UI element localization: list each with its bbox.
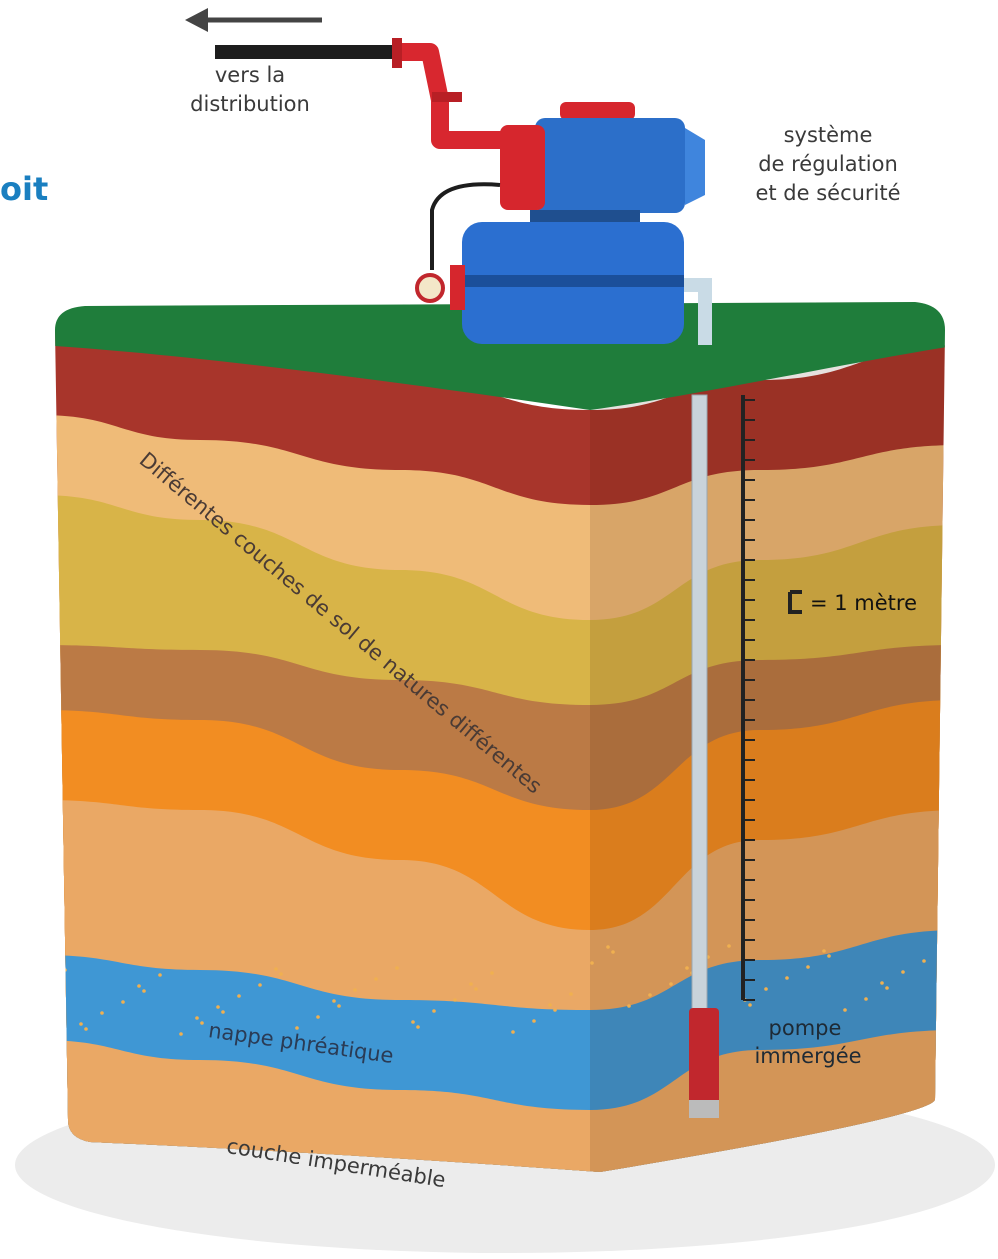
water-speck (221, 1010, 225, 1014)
water-speck (885, 986, 889, 990)
water-speck (200, 1021, 204, 1025)
water-speck (258, 983, 262, 987)
pump-filter (689, 1100, 719, 1118)
water-speck (569, 992, 573, 996)
water-speck (179, 1032, 183, 1036)
water-speck (727, 944, 731, 948)
water-speck (279, 972, 283, 976)
water-speck (195, 1016, 199, 1020)
water-speck (337, 1004, 341, 1008)
water-speck (532, 1019, 536, 1023)
page: oit vers la distribution système de régu… (0, 0, 998, 1259)
water-speck (606, 945, 610, 949)
motor (535, 118, 685, 213)
distribution-label: vers la (215, 63, 285, 87)
flange (392, 38, 402, 68)
water-speck (432, 1009, 436, 1013)
water-speck (158, 973, 162, 977)
regulation-label: et de sécurité (755, 181, 900, 205)
water-speck (553, 1008, 557, 1012)
regulation-label: de régulation (758, 152, 898, 176)
water-speck (137, 984, 141, 988)
flange (432, 92, 462, 102)
distribution-label: distribution (190, 92, 310, 116)
water-speck (237, 994, 241, 998)
water-speck (611, 950, 615, 954)
motor-end (685, 128, 705, 205)
water-speck (490, 971, 494, 975)
pressure-gauge (417, 275, 443, 301)
pump-cap (560, 102, 635, 120)
water-speck (590, 961, 594, 965)
water-speck (785, 976, 789, 980)
water-speck (827, 954, 831, 958)
water-speck (901, 970, 905, 974)
water-speck (548, 1003, 552, 1007)
water-speck (374, 977, 378, 981)
cut-text: oit (0, 170, 48, 208)
water-speck (79, 1022, 83, 1026)
water-speck (685, 966, 689, 970)
water-speck (648, 993, 652, 997)
water-speck (58, 963, 62, 967)
well-diagram: oit vers la distribution système de régu… (0, 0, 998, 1259)
water-speck (474, 987, 478, 991)
tank-band (462, 275, 684, 287)
water-speck (511, 1030, 515, 1034)
arrow-head (185, 8, 208, 32)
water-speck (316, 1015, 320, 1019)
pump-label: pompe (769, 1016, 842, 1040)
water-speck (469, 982, 473, 986)
water-speck (822, 949, 826, 953)
water-speck (669, 982, 673, 986)
water-speck (416, 1025, 420, 1029)
well-pipe (692, 395, 707, 1015)
scale-label: = 1 mètre (810, 591, 917, 615)
water-speck (332, 999, 336, 1003)
water-speck (922, 959, 926, 963)
water-speck (395, 966, 399, 970)
submersible-pump (689, 1008, 719, 1108)
water-speck (142, 989, 146, 993)
water-speck (121, 1000, 125, 1004)
water-speck (806, 965, 810, 969)
pump-label: immergée (754, 1044, 861, 1068)
tank-valve (450, 265, 465, 310)
water-speck (84, 1027, 88, 1031)
water-speck (353, 988, 357, 992)
water-speck (100, 1011, 104, 1015)
pump-head (500, 125, 545, 210)
water-speck (274, 967, 278, 971)
water-speck (843, 1008, 847, 1012)
water-speck (864, 997, 868, 1001)
water-speck (880, 981, 884, 985)
water-speck (411, 1020, 415, 1024)
water-speck (453, 998, 457, 1002)
water-speck (63, 968, 67, 972)
water-speck (748, 1003, 752, 1007)
water-speck (216, 1005, 220, 1009)
distribution-pipe (215, 45, 395, 59)
water-speck (764, 987, 768, 991)
water-speck (627, 1004, 631, 1008)
regulation-label: système (784, 123, 873, 147)
